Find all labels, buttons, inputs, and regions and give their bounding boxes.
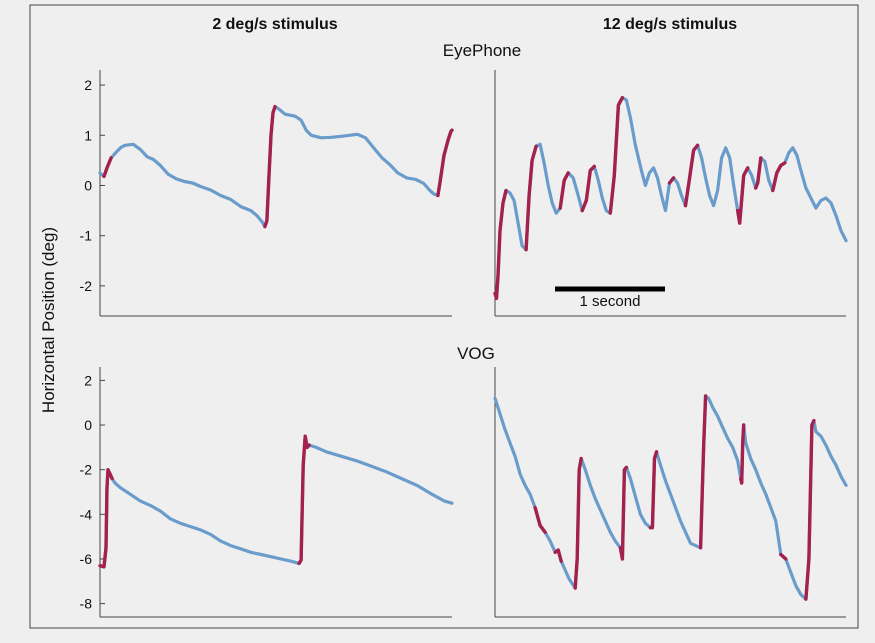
y-tick-label: 2: [84, 372, 92, 388]
panel-1: -2 -1 0 1 2: [80, 70, 454, 317]
fast-phase-segment: [754, 156, 763, 190]
y-tick-label: -8: [80, 596, 93, 612]
fast-phase-segment: [648, 450, 659, 530]
fast-phase-segment: [297, 434, 311, 566]
y-tick-label: -2: [80, 278, 93, 294]
slow-phase-trace: [98, 105, 454, 229]
slow-phase-trace: [493, 96, 848, 300]
panel-4: [493, 367, 848, 618]
fast-phase-segment: [98, 468, 114, 569]
fast-phase-segment: [804, 418, 816, 601]
fast-phase-segment: [573, 456, 583, 590]
y-tick-label: 1: [84, 127, 92, 143]
figure-border: [29, 4, 859, 629]
y-axis-label: Horizontal Position (deg): [39, 227, 58, 413]
row-title-eyephone: EyePhone: [443, 41, 521, 60]
row-title-vog: VOG: [457, 344, 495, 363]
fast-phase-segment: [524, 144, 538, 252]
fast-phase-segment: [667, 176, 676, 185]
fast-phase-segment: [553, 548, 563, 563]
panel-2: [493, 70, 848, 317]
y-tick-label: 2: [84, 77, 92, 93]
fast-phase-segment: [102, 156, 113, 179]
fast-phase-segment: [739, 423, 746, 485]
slow-phase-trace: [98, 434, 454, 569]
panel-3: -8 -6 -4 -2 0 2: [80, 367, 454, 618]
fast-phase-segment: [263, 104, 277, 229]
y-tick-label: -4: [80, 506, 93, 522]
y-tick-label: -2: [80, 462, 93, 478]
fast-phase-segment: [698, 394, 708, 550]
y-tick-label: -6: [80, 551, 93, 567]
fast-phase-segment: [771, 161, 787, 193]
fast-phase-segment: [683, 143, 700, 208]
fast-phase-segment: [436, 128, 454, 198]
fast-phase-segment: [618, 465, 629, 561]
scale-bar: 1 second: [555, 286, 665, 310]
col-title-left: 2 deg/s stimulus: [212, 16, 337, 33]
fast-phase-segment: [558, 171, 570, 210]
scale-bar-label: 1 second: [580, 293, 641, 310]
y-tick-label: 0: [84, 417, 92, 433]
slow-phase-trace: [493, 394, 848, 601]
y-tick-label: -1: [80, 228, 93, 244]
fast-phase-segment: [779, 552, 788, 561]
fast-phase-segment: [493, 188, 508, 301]
fast-phase-segment: [580, 164, 596, 213]
fast-phase-segment: [736, 166, 750, 225]
fast-phase-segment: [608, 95, 625, 215]
y-tick-label: 0: [84, 177, 92, 193]
col-title-right: 12 deg/s stimulus: [603, 16, 737, 33]
fast-phase-segment: [533, 505, 547, 534]
